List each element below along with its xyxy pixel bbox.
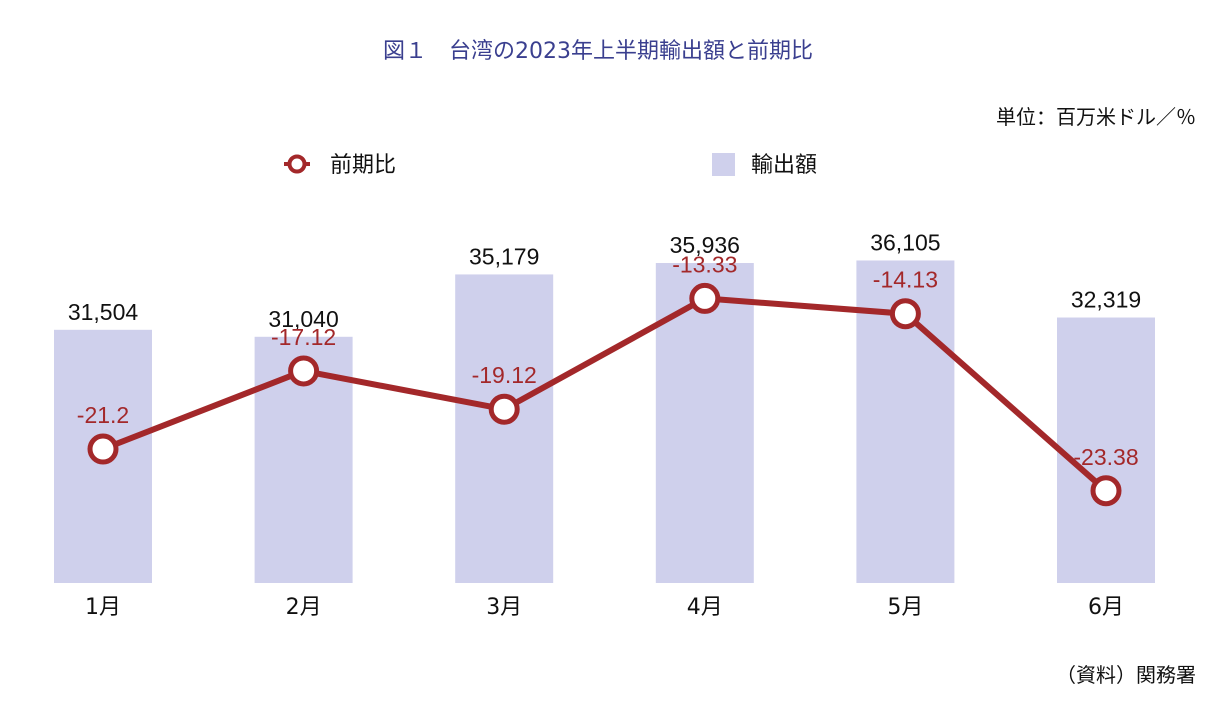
legend: 前期比 輸出額 <box>284 153 817 178</box>
line-value-label: -13.33 <box>672 251 737 277</box>
unit-label: 単位：百万米ドル／％ <box>996 105 1196 129</box>
line-point <box>488 393 520 425</box>
legend-bar-swatch <box>712 153 735 176</box>
legend-item-bar: 輸出額 <box>712 153 817 178</box>
category-label: 3月 <box>486 595 522 620</box>
category-label: 2月 <box>286 595 322 620</box>
line-series-group <box>87 282 1122 507</box>
line-value-label: -14.13 <box>873 267 938 293</box>
category-label: 5月 <box>887 595 923 620</box>
bar-value-label: 36,105 <box>870 229 940 255</box>
line-point <box>889 298 921 330</box>
bar-value-label: 31,504 <box>68 299 139 325</box>
bar-value-label: 35,936 <box>670 232 740 258</box>
line-point <box>288 355 320 387</box>
legend-label-line: 前期比 <box>330 153 396 178</box>
line-series-path <box>100 295 1109 494</box>
category-label: 1月 <box>85 595 121 620</box>
line-value-label: -23.38 <box>1073 444 1138 470</box>
bar-value-label: 31,040 <box>268 306 338 332</box>
line-value-label: -17.12 <box>271 324 336 350</box>
bar-labels-group: 31,504 31,040 35,179 35,936 36,105 32,319 <box>68 229 1141 331</box>
category-label: 6月 <box>1088 595 1124 620</box>
legend-label-bar: 輸出額 <box>751 153 817 178</box>
legend-item-line: 前期比 <box>284 153 396 178</box>
line-value-label: -21.2 <box>77 402 129 428</box>
category-labels-group: 1月 2月 3月 4月 5月 6月 <box>85 595 1124 620</box>
line-labels-group: -21.2 -17.12 -19.12 -13.33 -14.13 -23.38 <box>77 251 1139 469</box>
line-point <box>87 433 119 465</box>
line-point <box>689 282 721 314</box>
bar <box>455 274 554 583</box>
bars-group <box>54 260 1155 583</box>
line-point <box>1090 475 1122 507</box>
legend-marker-icon <box>287 154 307 174</box>
line-value-label: -19.12 <box>472 362 537 388</box>
chart-title: 図１ 台湾の2023年上半期輸出額と前期比 <box>383 39 813 64</box>
bar-value-label: 35,179 <box>469 243 539 269</box>
bar-value-label: 32,319 <box>1071 287 1141 313</box>
category-label: 4月 <box>687 595 723 620</box>
source-label: （資料）関務署 <box>1056 663 1196 687</box>
bar <box>1057 317 1155 583</box>
